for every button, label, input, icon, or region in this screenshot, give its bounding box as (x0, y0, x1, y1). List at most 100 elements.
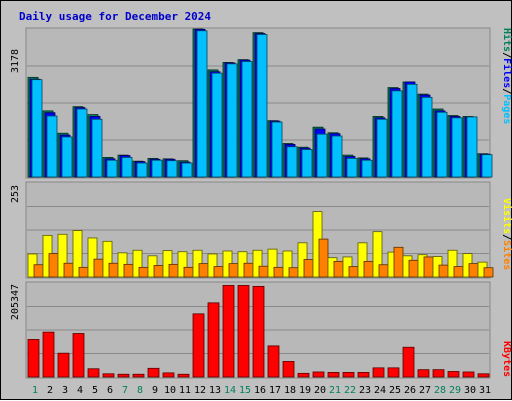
kbytes-bar-day-15 (237, 285, 250, 378)
sites-bar-day-31 (483, 267, 494, 278)
sites-bar-day-20 (318, 238, 329, 278)
sites-bar-day-15 (243, 262, 254, 278)
middle-panel-legend: Visits/Sites (501, 198, 512, 270)
x-tick-label-day-1: 1 (32, 385, 38, 396)
pages-bar-day-31 (481, 154, 493, 178)
sites-bar-day-1 (33, 264, 44, 278)
x-tick-label-day-9: 9 (152, 385, 158, 396)
pages-bar-day-28 (436, 111, 448, 178)
pages-bar-day-4 (76, 108, 88, 178)
sites-bar-day-30 (468, 263, 479, 278)
x-tick-label-day-20: 20 (314, 385, 326, 396)
kbytes-bar-day-26 (402, 346, 415, 378)
pages-bar-day-5 (91, 118, 103, 178)
x-tick-label-day-24: 24 (374, 385, 386, 396)
x-tick-label-day-19: 19 (299, 385, 311, 396)
kbytes-bar-day-1 (27, 339, 40, 378)
sites-bar-day-7 (123, 263, 134, 278)
top-panel-legend: Hits/Files/Pages (501, 28, 512, 124)
x-tick-label-day-7: 7 (122, 385, 128, 396)
x-tick-label-day-31: 31 (479, 385, 491, 396)
x-tick-label-day-13: 13 (209, 385, 221, 396)
kbytes-bar-day-18 (282, 361, 295, 378)
visits-bar-day-6 (102, 240, 113, 278)
x-tick-label-day-25: 25 (389, 385, 401, 396)
pages-bar-day-23 (361, 159, 373, 178)
x-tick-label-day-8: 8 (137, 385, 143, 396)
x-tick-label-day-11: 11 (179, 385, 191, 396)
pages-bar-day-29 (451, 117, 463, 178)
x-tick-label-day-10: 10 (164, 385, 176, 396)
visits-bar-day-17 (267, 248, 278, 278)
sites-bar-day-8 (138, 266, 149, 278)
sites-bar-day-27 (423, 256, 434, 278)
x-tick-label-day-14: 14 (224, 385, 236, 396)
kbytes-bar-day-13 (207, 302, 220, 378)
sites-bar-day-25 (393, 246, 404, 278)
sites-bar-day-12 (198, 263, 209, 278)
pages-bar-day-22 (346, 157, 358, 178)
visits-bar-day-18 (282, 250, 293, 278)
kbytes-bar-day-31 (477, 373, 490, 378)
kbytes-bar-day-4 (72, 333, 85, 378)
sites-bar-day-24 (378, 264, 389, 278)
kbytes-bar-day-12 (192, 313, 205, 378)
legend-files: Files (501, 58, 512, 88)
pages-bar-day-25 (391, 90, 403, 178)
kbytes-bar-day-27 (417, 369, 430, 378)
sites-bar-day-6 (108, 262, 119, 278)
x-tick-label-day-22: 22 (344, 385, 356, 396)
x-tick-label-day-16: 16 (254, 385, 266, 396)
kbytes-bar-day-24 (372, 367, 385, 378)
x-tick-label-day-17: 17 (269, 385, 281, 396)
kbytes-bar-day-23 (357, 372, 370, 378)
sites-bar-day-4 (78, 266, 89, 278)
kbytes-bar-day-11 (177, 373, 190, 378)
x-tick-label-day-12: 12 (194, 385, 206, 396)
pages-bar-day-13 (211, 72, 223, 178)
sites-bar-day-16 (258, 265, 269, 278)
x-tick-label-day-18: 18 (284, 385, 296, 396)
x-tick-label-day-3: 3 (62, 385, 68, 396)
visits-bar-day-3 (57, 233, 68, 278)
x-tick-label-day-15: 15 (239, 385, 251, 396)
visits-bar-day-24 (372, 231, 383, 278)
visits-bar-day-13 (207, 253, 218, 278)
pages-bar-day-8 (136, 162, 148, 178)
x-tick-label-day-28: 28 (434, 385, 446, 396)
kbytes-bar-day-30 (462, 371, 475, 378)
pages-bar-day-12 (196, 30, 208, 178)
pages-bar-day-27 (421, 96, 433, 178)
sites-bar-day-13 (213, 266, 224, 278)
legend-pages: Pages (501, 94, 512, 124)
kbytes-bar-day-22 (342, 372, 355, 378)
x-tick-label-day-27: 27 (419, 385, 431, 396)
legend-sep: / (501, 234, 512, 240)
pages-bar-day-26 (406, 83, 418, 178)
x-tick-label-day-26: 26 (404, 385, 416, 396)
kbytes-bar-day-14 (222, 285, 235, 378)
sites-bar-day-26 (408, 259, 419, 278)
pages-bar-day-24 (376, 118, 388, 178)
pages-bar-day-30 (466, 116, 478, 178)
kbytes-bar-day-21 (327, 372, 340, 378)
kbytes-bar-day-20 (312, 371, 325, 378)
pages-bar-day-18 (286, 146, 298, 178)
legend-hits: Hits (501, 28, 512, 52)
pages-bar-day-1 (31, 79, 43, 178)
kbytes-bar-day-19 (297, 372, 310, 378)
x-tick-label-day-2: 2 (47, 385, 53, 396)
kbytes-bar-day-16 (252, 285, 265, 378)
x-tick-label-day-21: 21 (329, 385, 341, 396)
sites-bar-day-10 (168, 263, 179, 278)
legend-sep: / (501, 52, 512, 58)
bottom-panel-legend: KBytes (501, 341, 512, 377)
pages-bar-day-2 (46, 115, 58, 178)
pages-bar-day-9 (151, 159, 163, 178)
pages-bar-day-7 (121, 157, 133, 178)
legend-visits: Visits (501, 198, 512, 234)
kbytes-bar-day-8 (132, 373, 145, 378)
kbytes-bar-day-29 (447, 371, 460, 378)
